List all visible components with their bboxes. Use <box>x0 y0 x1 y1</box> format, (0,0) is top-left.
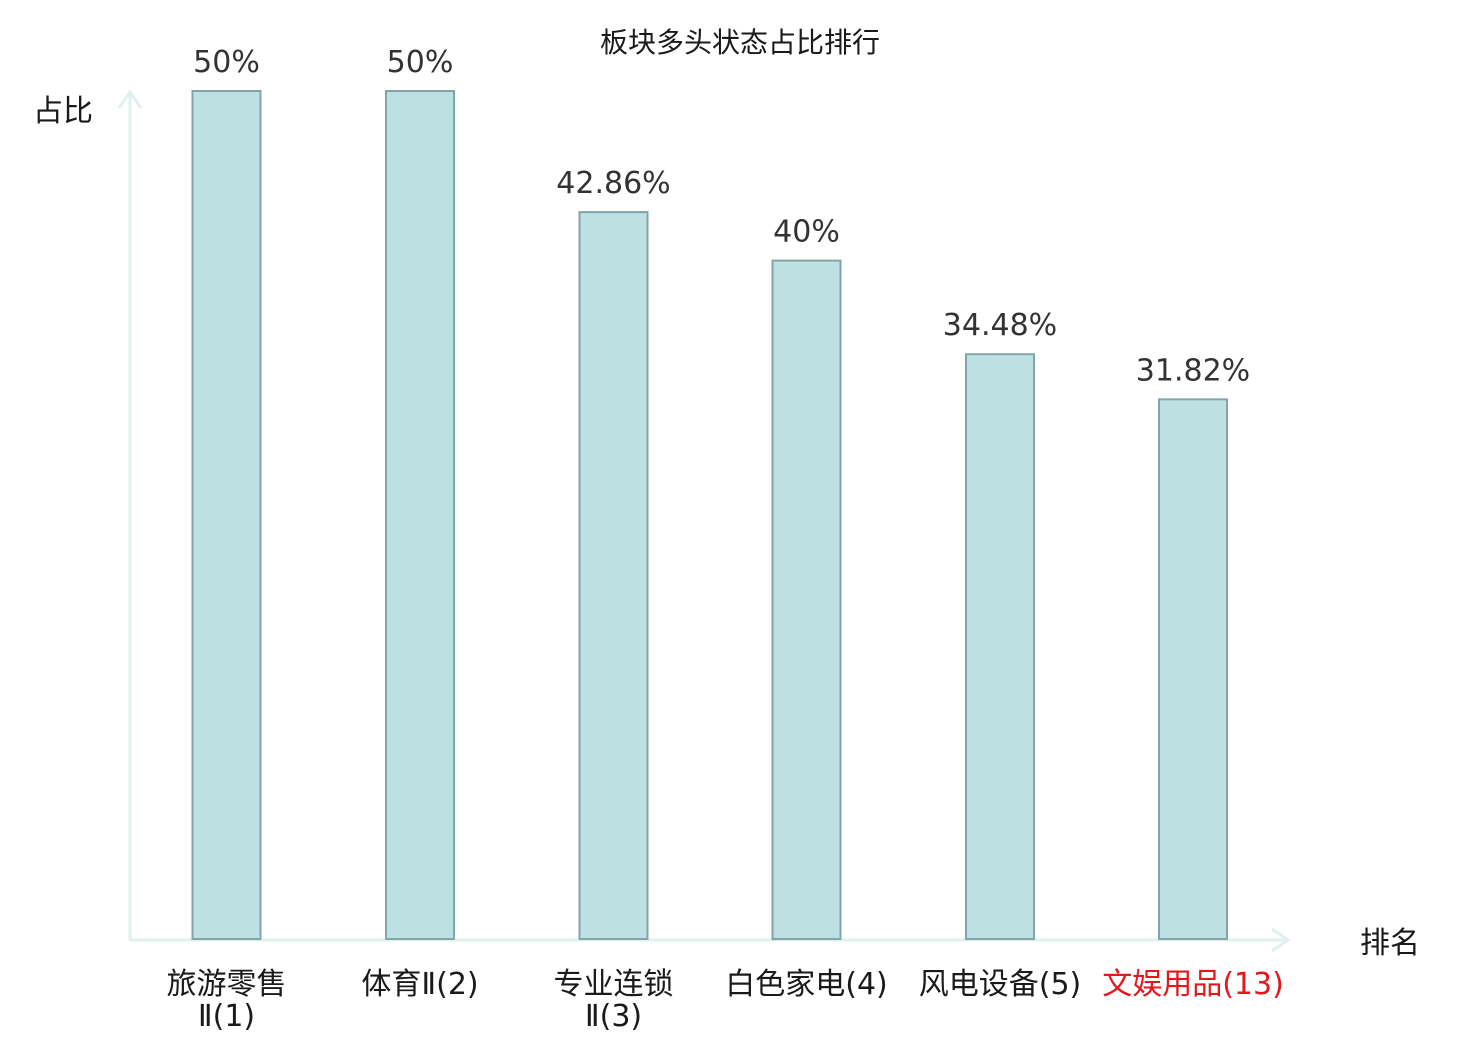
axes <box>117 89 1291 953</box>
bar <box>965 353 1035 941</box>
bar <box>578 211 649 940</box>
x-tick-label: Ⅱ(1) <box>198 999 255 1034</box>
bar <box>191 90 262 940</box>
y-axis-label: 占比 <box>33 94 93 129</box>
value-labels-group: 50% 50% 42.86% 40% 34.48% 31.82% <box>193 45 1250 388</box>
x-axis-label: 排名 <box>1360 926 1420 961</box>
bar-value-label: 50% <box>387 45 454 80</box>
bar <box>1158 398 1228 940</box>
x-tick-label: 旅游零售 <box>167 967 287 1002</box>
bar-value-label: 40% <box>773 215 840 250</box>
bar <box>771 259 842 941</box>
x-axis-arrow-icon <box>1271 927 1291 953</box>
y-axis-arrow-icon <box>117 89 143 109</box>
x-tick-label: 文娱用品(13) <box>1102 967 1284 1002</box>
bars-group <box>191 90 1228 941</box>
x-tick-label: 体育Ⅱ(2) <box>361 967 478 1002</box>
bar-value-label: 31.82% <box>1136 353 1250 388</box>
bar-value-label: 42.86% <box>556 166 670 201</box>
x-tick-label: 风电设备(5) <box>919 967 1082 1002</box>
x-tick-label: 白色家电(4) <box>725 967 888 1002</box>
x-tick-label: 专业连锁 <box>554 967 674 1002</box>
bar-value-label: 34.48% <box>943 308 1057 343</box>
bar-value-label: 50% <box>193 45 260 80</box>
x-tick-label: Ⅱ(3) <box>585 999 642 1034</box>
bar <box>385 90 455 940</box>
chart-title: 板块多头状态占比排行 <box>600 26 880 59</box>
